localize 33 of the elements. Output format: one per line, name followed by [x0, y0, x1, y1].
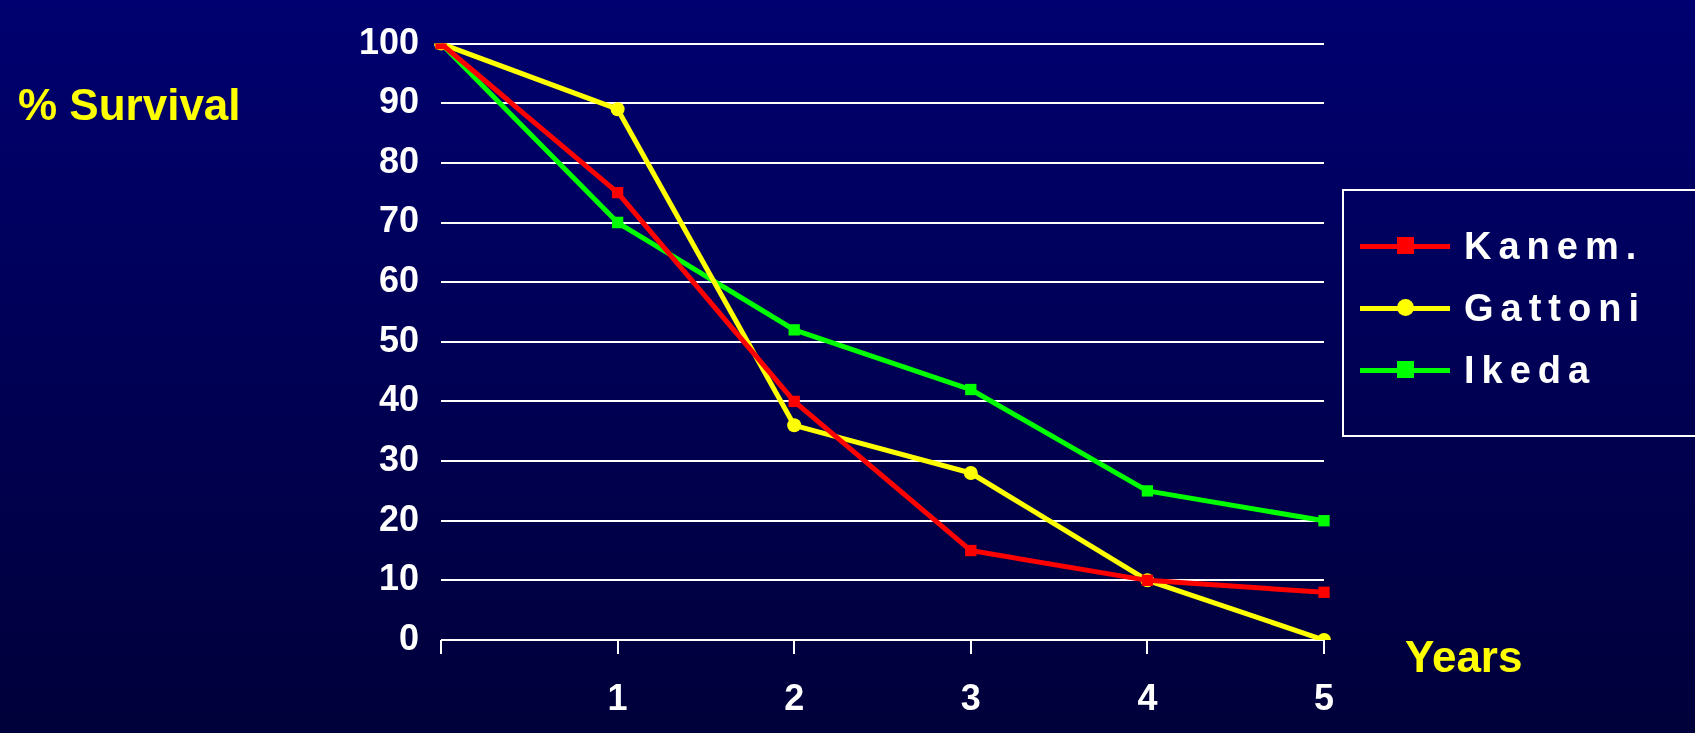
point	[965, 544, 977, 557]
x-tick-label: 1	[607, 676, 628, 718]
point	[611, 216, 624, 229]
y-tick-label: 60	[378, 259, 419, 301]
y-tick-label: 50	[378, 318, 419, 360]
y-tick-label: 80	[378, 139, 419, 181]
point	[611, 187, 624, 199]
y-axis-title: % Survival	[18, 80, 241, 130]
y-tick-label: 70	[378, 199, 419, 241]
y-tick-label: 40	[378, 378, 419, 420]
x-tick-label: 3	[960, 676, 981, 718]
point	[787, 418, 802, 433]
x-tick-label: 4	[1137, 676, 1158, 718]
x-tick-label: 5	[1313, 676, 1335, 718]
point	[1141, 485, 1154, 497]
point	[610, 102, 625, 117]
point	[788, 395, 800, 408]
y-tick-label: 100	[358, 20, 419, 62]
x-axis-title: Years	[1405, 632, 1523, 682]
y-tick-label: 10	[378, 557, 419, 599]
y-tick-label: 0	[398, 616, 419, 658]
y-tick-label: 30	[378, 438, 419, 479]
legend-label: Kanem.	[1464, 224, 1644, 268]
point	[1318, 515, 1330, 527]
point	[1318, 586, 1330, 598]
legend-label: Ikeda	[1464, 348, 1597, 392]
point	[965, 383, 977, 396]
x-tick-label: 2	[784, 676, 805, 718]
legend-label: Gattoni	[1464, 286, 1646, 330]
y-tick-label: 20	[378, 497, 419, 539]
y-tick-label: 90	[378, 80, 419, 122]
point	[963, 466, 978, 481]
point	[788, 324, 800, 336]
